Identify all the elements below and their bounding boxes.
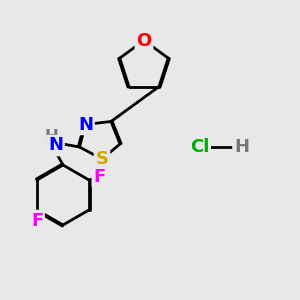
Text: N: N <box>78 116 93 134</box>
Text: N: N <box>48 136 63 154</box>
Text: Cl: Cl <box>190 138 209 156</box>
Text: O: O <box>136 32 152 50</box>
Text: H: H <box>44 128 58 146</box>
Text: F: F <box>31 212 43 230</box>
Text: F: F <box>93 168 106 186</box>
Text: H: H <box>234 138 249 156</box>
Text: S: S <box>95 150 109 168</box>
